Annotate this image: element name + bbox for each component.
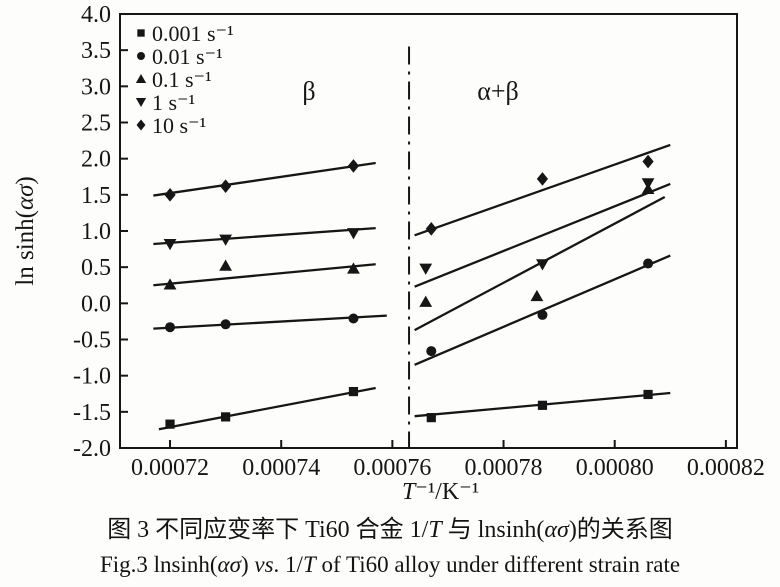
legend-label: 0.01 s⁻¹: [152, 44, 223, 69]
ti60-arrhenius-chart: 0.00072 0.00074 0.00076 0.00078 0.00080 0.000…: [12, 2, 765, 505]
circle-data-point: [426, 346, 437, 357]
fit-line-diamond: [414, 143, 671, 237]
triangle-down-data-point: [163, 239, 177, 251]
caption-chinese: 图 3 不同应变率下 Ti60 合金 1/T 与 lnsinh(ασ)的关系图: [107, 517, 673, 543]
y-tick-label: 3.0: [81, 74, 111, 100]
legend-square-icon: [137, 29, 145, 37]
y-tick-label: 2.5: [81, 111, 111, 137]
square-data-point: [221, 412, 231, 422]
diamond-data-point: [347, 159, 360, 173]
y-tick-label: -1.5: [73, 400, 111, 426]
y-tick-label: 4.0: [81, 2, 111, 28]
y-tick-label: 0.5: [81, 255, 111, 281]
x-tick-label: 0.00072: [131, 455, 209, 481]
circle-data-point: [220, 319, 231, 330]
legend-label: 0.001 s⁻¹: [152, 21, 234, 46]
x-tick-label: 0.00074: [242, 455, 320, 481]
y-tick-label: 3.5: [81, 38, 111, 64]
diamond-data-point: [164, 188, 176, 202]
x-axis-label: T⁻¹/K⁻¹: [402, 479, 479, 505]
y-tick-label: 1.5: [81, 183, 111, 209]
square-data-point: [537, 400, 548, 410]
triangle-down-data-point: [347, 228, 360, 240]
y-tick-label: -1.0: [73, 364, 111, 390]
legend-diamond-icon: [136, 119, 146, 131]
triangle-down-data-point: [641, 178, 655, 190]
y-tick-label: 1.0: [81, 219, 111, 245]
x-tick-label: 0.00080: [576, 455, 654, 481]
region-label-beta: β: [302, 77, 315, 106]
square-data-point: [426, 413, 436, 423]
region-label-alpha-beta: α+β: [477, 77, 519, 106]
circle-data-point: [348, 313, 359, 324]
diamond-data-point: [536, 172, 549, 186]
diamond-data-point: [642, 154, 654, 169]
square-data-point: [348, 386, 359, 397]
fit-line-triangle-down: [414, 182, 671, 288]
y-axis-label: ln sinh(ασ): [12, 176, 39, 285]
x-tick-label: 0.00076: [353, 455, 431, 481]
triangle-up-data-point: [419, 295, 433, 307]
triangle-up-data-point: [163, 278, 177, 290]
y-tick-label: 0.0: [81, 291, 111, 317]
x-tick-label: 0.00082: [687, 455, 765, 481]
y-tick-label: 2.0: [81, 147, 111, 173]
diamond-data-point: [220, 179, 232, 193]
legend-triangle-down-icon: [135, 98, 147, 107]
triangle-down-data-point: [536, 259, 549, 271]
diamond-data-point: [425, 222, 437, 236]
fit-line-circle: [153, 314, 387, 330]
triangle-up-data-point: [219, 259, 233, 271]
triangle-up-data-point: [530, 289, 544, 302]
circle-data-point: [165, 322, 176, 333]
legend-triangle-up-icon: [135, 74, 147, 83]
legend-label: 10 s⁻¹: [152, 113, 206, 138]
y-tick-label: -2.0: [73, 436, 111, 462]
triangle-up-data-point: [347, 262, 360, 274]
legend-label: 0.1 s⁻¹: [152, 67, 212, 92]
y-tick-label: -0.5: [73, 328, 111, 354]
fit-line-diamond: [153, 161, 376, 197]
legend-circle-icon: [137, 52, 145, 60]
triangle-down-data-point: [219, 234, 233, 246]
square-data-point: [643, 389, 653, 400]
fit-line-triangle-down: [153, 226, 376, 246]
square-data-point: [165, 419, 175, 429]
triangle-down-data-point: [419, 263, 433, 275]
circle-data-point: [537, 309, 548, 320]
fit-line-triangle-up: [153, 263, 376, 287]
circle-data-point: [643, 258, 654, 269]
caption-english: Fig.3 lnsinh(ασ) vs. 1/T of Ti60 alloy u…: [99, 552, 681, 577]
legend-label: 1 s⁻¹: [152, 90, 195, 115]
fit-line-square: [158, 386, 376, 431]
x-tick-label: 0.00078: [465, 455, 543, 481]
